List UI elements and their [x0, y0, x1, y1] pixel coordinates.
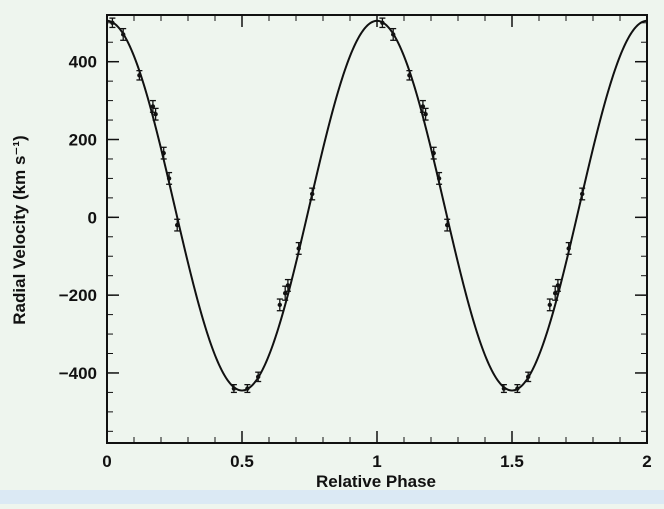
point-marker [501, 386, 507, 391]
data-point [436, 171, 443, 185]
data-point [230, 383, 237, 394]
point-marker [245, 386, 250, 391]
point-marker [310, 191, 315, 197]
y-tick-label: 0 [88, 208, 97, 227]
point-marker [231, 386, 237, 391]
data-point [565, 241, 572, 255]
point-marker [526, 374, 531, 380]
data-point [295, 241, 302, 255]
data-point [309, 187, 316, 201]
data-point [276, 298, 283, 312]
data-point [255, 371, 262, 383]
point-marker [580, 191, 585, 197]
point-marker [150, 104, 156, 109]
point-marker [555, 283, 561, 288]
point-marker [553, 291, 558, 296]
y-tick-label: 400 [69, 53, 97, 72]
point-marker [121, 32, 126, 37]
x-tick-label: 0.5 [230, 452, 254, 471]
x-tick-label: 1 [372, 452, 381, 471]
data-point [160, 146, 167, 160]
point-marker [380, 20, 385, 25]
point-marker [110, 20, 115, 25]
data-point [546, 298, 553, 312]
data-point [282, 285, 289, 301]
data-point [152, 107, 159, 121]
point-marker [407, 73, 412, 78]
point-marker [166, 176, 172, 181]
data-point [430, 146, 437, 160]
y-tick-label: −400 [59, 364, 97, 383]
data-point [579, 187, 586, 201]
point-marker [277, 302, 282, 308]
point-marker [566, 246, 571, 251]
plot-frame [106, 14, 648, 444]
data-point [406, 69, 413, 81]
axis-ticks [106, 15, 648, 443]
point-marker [431, 150, 436, 156]
data-point [244, 383, 251, 394]
plot-frame-rect [106, 14, 648, 444]
point-marker [391, 32, 396, 37]
data-points [109, 17, 586, 394]
bottom-strip [0, 490, 664, 504]
data-point [109, 17, 116, 29]
point-marker [285, 283, 291, 288]
x-axis-title: Relative Phase [316, 472, 436, 491]
point-marker [137, 73, 142, 78]
y-axis-title: Radial Velocity (km s⁻¹) [10, 135, 29, 324]
axis-tick-labels: 0 0.5 1 1.5 2 −400 −200 0 200 400 [59, 53, 652, 471]
data-point [284, 278, 291, 292]
data-point [379, 17, 386, 29]
data-point [120, 27, 127, 41]
data-point [525, 371, 532, 383]
point-marker [445, 222, 450, 228]
data-point [444, 218, 451, 232]
point-marker [423, 112, 428, 117]
point-marker [161, 150, 166, 156]
point-marker [283, 291, 288, 296]
x-tick-label: 2 [642, 452, 651, 471]
data-point [422, 107, 429, 121]
point-marker [296, 246, 301, 251]
x-tick-label: 1.5 [500, 452, 524, 471]
y-tick-label: −200 [59, 286, 97, 305]
fit-curve [106, 19, 648, 392]
point-marker [515, 386, 520, 391]
data-point [514, 383, 521, 394]
point-marker [547, 302, 552, 308]
point-marker [420, 104, 426, 109]
point-marker [175, 222, 180, 228]
data-point [554, 278, 561, 292]
point-marker [256, 374, 261, 380]
data-point [390, 27, 397, 41]
y-tick-label: 200 [69, 131, 97, 150]
data-point [136, 69, 143, 81]
data-point [166, 171, 173, 185]
point-marker [436, 176, 442, 181]
point-marker [153, 112, 158, 117]
data-point [500, 383, 507, 394]
x-tick-label: 0 [102, 452, 111, 471]
data-point [174, 218, 181, 232]
